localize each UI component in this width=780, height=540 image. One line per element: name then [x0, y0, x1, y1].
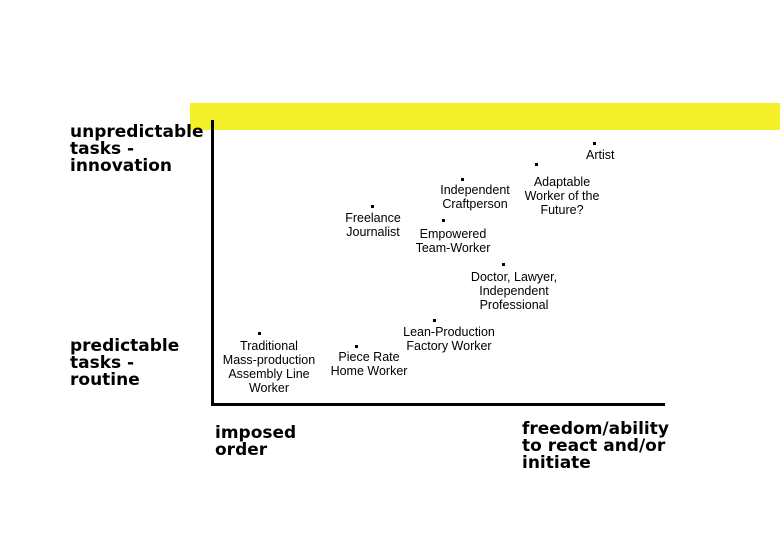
piece-rate-dot	[355, 345, 358, 348]
freelance-journalist-dot	[371, 205, 374, 208]
y-axis-bottom-label: predictable tasks - routine	[70, 336, 180, 390]
artist-label: Artist	[586, 148, 615, 162]
empowered-team-worker-label: Empowered Team-Worker	[415, 227, 491, 255]
artist-dot	[593, 142, 596, 145]
traditional-mass-production-label: Traditional Mass-production Assembly Lin…	[222, 339, 316, 395]
doctor-lawyer-dot	[502, 263, 505, 266]
highlight-stripe	[190, 103, 780, 130]
empowered-team-worker-dot	[442, 219, 445, 222]
independent-craftperson-dot	[461, 178, 464, 181]
lean-production-dot	[433, 319, 436, 322]
y-axis-top-label: unpredictable tasks - innovation	[70, 122, 204, 176]
piece-rate-label: Piece Rate Home Worker	[330, 350, 408, 378]
adaptable-worker-dot	[535, 163, 538, 166]
doctor-lawyer-label: Doctor, Lawyer, Independent Professional	[470, 270, 558, 312]
freelance-journalist-label: Freelance Journalist	[345, 211, 401, 239]
y-axis-line	[211, 120, 214, 406]
adaptable-worker-label: Adaptable Worker of the Future?	[524, 175, 600, 217]
traditional-mass-production-dot	[258, 332, 261, 335]
independent-craftperson-label: Independent Craftperson	[440, 183, 510, 211]
x-axis-left-label: imposed order	[215, 423, 297, 460]
lean-production-label: Lean-Production Factory Worker	[403, 325, 495, 353]
x-axis-line	[211, 403, 665, 406]
x-axis-right-label: freedom/ability to react and/or initiate	[522, 419, 669, 473]
